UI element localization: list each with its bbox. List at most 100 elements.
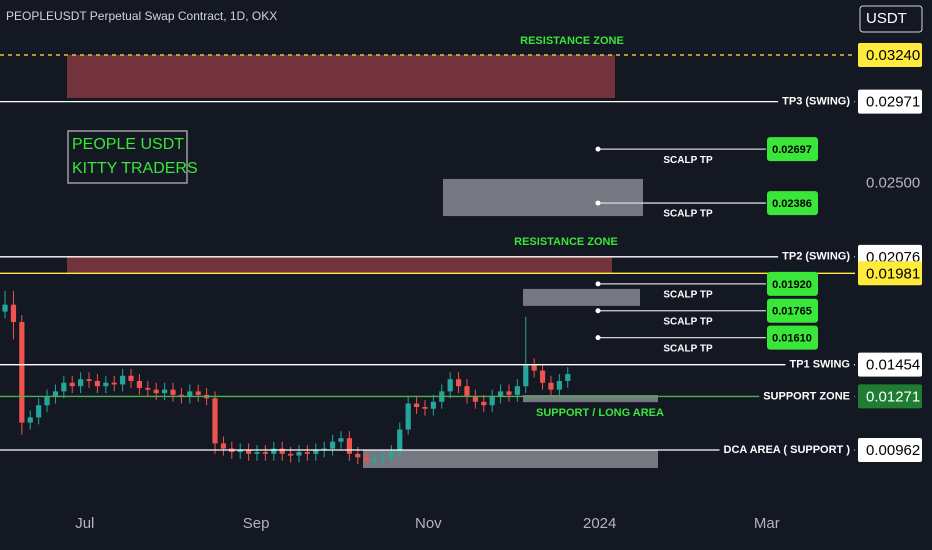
scalp-anchor [595,335,601,341]
candle-body [27,417,33,423]
candle-body [397,429,403,453]
candle-body [565,374,571,381]
scalp-anchor [595,308,601,314]
candle-body [363,457,369,461]
scalp-label: SCALP TP [663,343,713,354]
zone [523,395,658,403]
candle-body [212,398,218,444]
candle-body [481,401,487,406]
candle-body [388,452,394,458]
annotation-text: KITTY TRADERS [72,160,198,177]
candle-body [220,443,227,449]
candle-body [61,382,67,392]
zone [67,54,615,98]
candle-body [531,365,537,371]
level-label: TP3 (SWING) [782,96,850,108]
scalp-label: SCALP TP [663,316,713,327]
candle-body [506,391,512,395]
price-label-box [858,42,922,67]
currency-box[interactable] [859,5,923,33]
price-label-box [858,384,922,409]
scalp-label: SCALP TP [663,155,713,166]
scalp-anchor [595,281,601,287]
price-label: 0.01981 [866,265,920,282]
candle-body [489,396,495,406]
scalp-label: SCALP TP [663,209,713,220]
annotation-box [67,130,188,184]
candle-body [237,450,243,453]
x-tick-label: Sep [243,515,270,532]
candle-body [464,386,470,397]
scalp-box [767,271,818,296]
scalp-value: 0.01610 [772,333,812,345]
scalp-box [767,191,818,216]
y-tick-label: 0.02500 [866,174,920,191]
zone [523,288,640,306]
candle-body [556,380,562,390]
price-label-box [858,438,922,462]
candle-body [514,386,520,395]
price-label-box [858,352,922,377]
candle-body [2,304,8,312]
candle-body [497,391,504,397]
x-tick-label: Mar [754,515,780,532]
x-tick-label: 2024 [583,515,616,532]
candle-body [120,375,126,385]
scalp-value: 0.02697 [772,144,812,156]
candle-body [304,452,310,454]
candle-body [52,391,59,397]
currency: USDT [866,10,907,27]
price-label-box [858,89,922,114]
candle-body [254,452,260,454]
level-label-bg [785,356,854,373]
candle-body [539,370,546,383]
annotation-text: PEOPLE USDT [72,136,184,153]
candle-body [246,450,252,454]
candle-body [548,382,554,390]
price-label-box [858,261,922,286]
price-label: 0.02971 [866,94,920,111]
candle-body [380,457,386,460]
scalp-value: 0.02386 [772,198,812,210]
candle-body [153,389,159,394]
candle-body [405,403,411,430]
candle-body [36,405,42,418]
candle-body [162,389,168,394]
candle-body [19,322,25,423]
scalp-box [767,137,818,162]
candle-body [187,391,193,397]
candle-body [355,453,361,458]
candle-body [422,406,428,409]
level-label-bg [759,388,854,405]
level-label: TP2 (SWING) [782,251,850,263]
candles [2,290,571,466]
level-label-bg [778,93,855,110]
candle-body [313,450,319,454]
x-tick-label: Nov [415,515,442,532]
candle-body [447,379,453,392]
candle-body [346,438,352,454]
zone-label: RESISTANCE ZONE [514,236,618,248]
candle-body [86,379,92,381]
price-label: 0.03240 [866,47,920,64]
candle-body [296,452,302,456]
candle-body [111,382,117,385]
candle-body [271,448,277,454]
candle-body [94,380,101,387]
scalp-value: 0.01765 [772,306,812,318]
candle-body [195,391,201,395]
candle-body [170,389,176,395]
zones [67,54,658,469]
candle-body [44,396,50,406]
candle-body [145,387,151,390]
candle-body [128,375,134,381]
candle-body [103,382,109,387]
candle-body [287,453,294,456]
level-label-bg [719,442,855,458]
candle-body [472,396,478,402]
level-label: SUPPORT ZONE [763,390,850,402]
candle-body [523,365,529,387]
candle-body [329,441,336,449]
candle-body [338,438,344,442]
